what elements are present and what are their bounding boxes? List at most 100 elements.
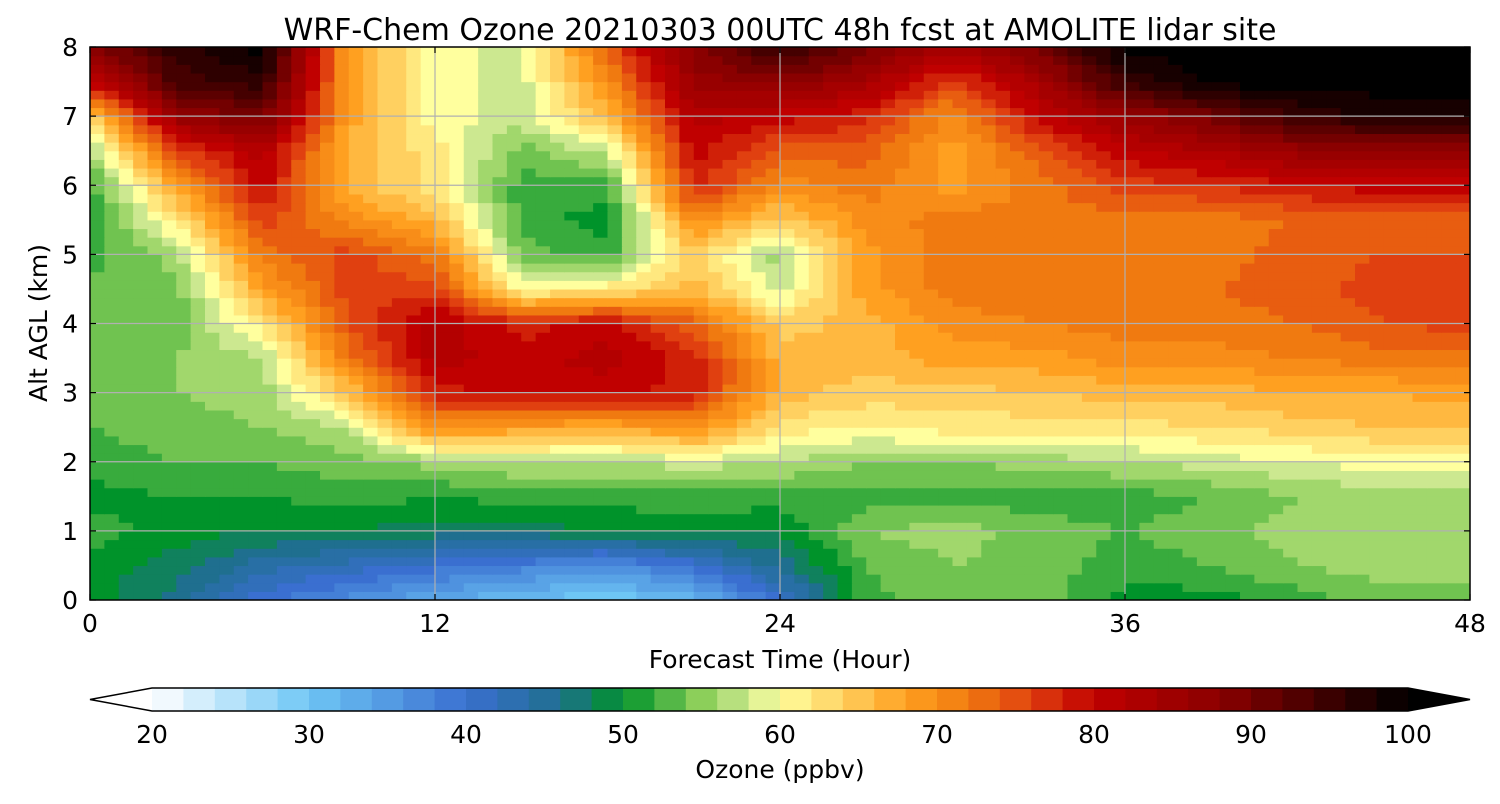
heatmap-cell (923, 193, 939, 204)
heatmap-cell (708, 340, 724, 351)
heatmap-cell (377, 263, 393, 273)
heatmap-cell (90, 176, 105, 186)
heatmap-cell (147, 185, 163, 195)
heatmap-cell (1441, 193, 1457, 204)
heatmap-cell (1168, 297, 1184, 307)
heatmap-cell (248, 496, 264, 506)
heatmap-cell (1153, 245, 1169, 255)
heatmap-cell (1254, 582, 1270, 592)
heatmap-cell (104, 314, 120, 325)
heatmap-cell (1340, 582, 1356, 592)
heatmap-cell (808, 591, 824, 600)
heatmap-cell (1153, 263, 1169, 273)
heatmap-cell (1398, 245, 1414, 255)
heatmap-cell (1038, 479, 1054, 489)
heatmap-cell (564, 513, 580, 523)
heatmap-cell (420, 280, 436, 290)
heatmap-cell (276, 556, 292, 567)
heatmap-cell (506, 254, 522, 264)
heatmap-cell (1240, 487, 1255, 497)
heatmap-cell (147, 591, 163, 600)
heatmap-cell (205, 349, 220, 359)
heatmap-cell (262, 349, 278, 359)
heatmap-cell (391, 435, 407, 446)
heatmap-cell (693, 167, 709, 178)
heatmap-cell (320, 228, 335, 238)
heatmap-cell (995, 565, 1011, 575)
heatmap-cell (219, 496, 235, 506)
heatmap-cell (1225, 479, 1241, 489)
heatmap-cell (118, 383, 134, 394)
heatmap-cell (1196, 323, 1212, 333)
heatmap-cell (118, 323, 134, 333)
heatmap-cell (478, 444, 494, 454)
heatmap-cell (161, 470, 177, 480)
heatmap-cell (693, 366, 709, 376)
heatmap-cell (1283, 487, 1299, 497)
heatmap-cell (607, 314, 623, 325)
heatmap-cell (161, 254, 177, 264)
heatmap-cell (219, 504, 235, 515)
heatmap-cell (1153, 159, 1169, 169)
heatmap-cell (521, 202, 537, 212)
heatmap-cell (1398, 150, 1414, 160)
heatmap-cell (492, 479, 508, 489)
heatmap-cell (1268, 340, 1284, 351)
heatmap-cell (636, 288, 652, 299)
heatmap-cell (938, 202, 954, 212)
heatmap-cell (751, 358, 767, 368)
heatmap-cell (262, 263, 278, 273)
heatmap-cell (765, 323, 781, 333)
heatmap-cell (435, 176, 450, 186)
heatmap-cell (794, 418, 810, 428)
heatmap-cell (938, 254, 954, 264)
heatmap-cell (1455, 219, 1470, 230)
heatmap-cell (1110, 444, 1126, 454)
heatmap-cell (1225, 409, 1241, 420)
heatmap-cell (708, 496, 724, 506)
heatmap-cell (219, 193, 235, 204)
heatmap-cell (176, 176, 192, 186)
heatmap-cell (1254, 479, 1270, 489)
heatmap-cell (363, 150, 379, 160)
heatmap-cell (305, 323, 321, 333)
heatmap-cell (1369, 280, 1385, 290)
heatmap-cell (1125, 211, 1140, 221)
heatmap-cell (636, 323, 652, 333)
heatmap-cell (1168, 548, 1184, 558)
heatmap-cell (1053, 280, 1069, 290)
heatmap-cell (880, 539, 896, 549)
heatmap-cell (1081, 237, 1097, 247)
heatmap-cell (650, 219, 666, 230)
heatmap-cell (923, 522, 939, 532)
heatmap-cell (1225, 332, 1241, 342)
heatmap-cell (780, 280, 795, 290)
heatmap-cell (1168, 271, 1184, 281)
heatmap-cell (1297, 444, 1313, 454)
heatmap-cell (118, 340, 134, 351)
heatmap-cell (751, 271, 767, 281)
heatmap-cell (391, 453, 407, 463)
heatmap-cell (535, 504, 551, 515)
heatmap-cell (909, 314, 925, 325)
heatmap-cell (478, 522, 494, 532)
heatmap-cell (478, 427, 494, 437)
heatmap-cell (1139, 470, 1155, 480)
heatmap-cell (550, 461, 565, 471)
heatmap-cell (147, 522, 163, 532)
heatmap-cell (1182, 444, 1198, 454)
heatmap-cell (90, 565, 105, 575)
heatmap-cell (981, 332, 997, 342)
heatmap-cell (665, 306, 680, 316)
heatmap-cell (334, 211, 350, 221)
heatmap-cell (90, 185, 105, 195)
heatmap-cell (492, 219, 508, 230)
heatmap-cell (1096, 340, 1112, 351)
heatmap-cell (1081, 254, 1097, 264)
heatmap-cell (1297, 176, 1313, 186)
heatmap-cell (363, 314, 379, 325)
heatmap-cell (1081, 280, 1097, 290)
heatmap-cell (118, 591, 134, 600)
heatmap-cell (808, 297, 824, 307)
heatmap-cell (1110, 297, 1126, 307)
